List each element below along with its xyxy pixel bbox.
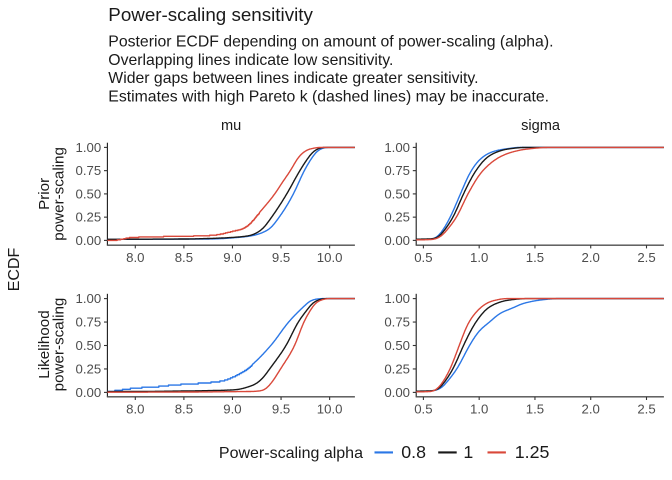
svg-text:2.5: 2.5 bbox=[637, 402, 655, 417]
svg-text:1.00: 1.00 bbox=[76, 140, 102, 155]
svg-text:Posterior ECDF depending on am: Posterior ECDF depending on amount of po… bbox=[108, 34, 553, 51]
svg-text:sigma: sigma bbox=[521, 118, 561, 134]
svg-text:8.0: 8.0 bbox=[126, 402, 144, 417]
svg-text:Prior: Prior bbox=[36, 178, 53, 210]
svg-text:1.00: 1.00 bbox=[76, 291, 102, 306]
svg-text:Overlapping lines indicate low: Overlapping lines indicate low sensitivi… bbox=[108, 52, 393, 69]
svg-text:2.0: 2.0 bbox=[582, 402, 600, 417]
svg-text:0.25: 0.25 bbox=[76, 210, 102, 225]
svg-text:ECDF: ECDF bbox=[6, 248, 23, 292]
svg-text:1.0: 1.0 bbox=[470, 250, 488, 265]
svg-text:0.5: 0.5 bbox=[414, 250, 432, 265]
svg-text:2.0: 2.0 bbox=[582, 250, 600, 265]
svg-text:9.0: 9.0 bbox=[223, 250, 241, 265]
svg-text:0.50: 0.50 bbox=[76, 186, 102, 201]
svg-text:0.00: 0.00 bbox=[76, 385, 102, 400]
svg-text:8.5: 8.5 bbox=[175, 250, 193, 265]
svg-text:0.50: 0.50 bbox=[384, 338, 410, 353]
svg-text:2.5: 2.5 bbox=[637, 250, 655, 265]
svg-text:0.50: 0.50 bbox=[76, 338, 102, 353]
svg-text:1.5: 1.5 bbox=[526, 402, 544, 417]
svg-text:0.00: 0.00 bbox=[384, 233, 410, 248]
svg-text:0.75: 0.75 bbox=[76, 314, 102, 329]
svg-text:0.25: 0.25 bbox=[384, 361, 410, 376]
svg-text:1.5: 1.5 bbox=[526, 250, 544, 265]
svg-text:1.00: 1.00 bbox=[384, 140, 410, 155]
svg-text:9.0: 9.0 bbox=[223, 402, 241, 417]
svg-text:0.8: 0.8 bbox=[401, 442, 426, 462]
svg-text:1.00: 1.00 bbox=[384, 291, 410, 306]
svg-text:Power-scaling sensitivity: Power-scaling sensitivity bbox=[108, 4, 313, 25]
svg-text:0.00: 0.00 bbox=[76, 233, 102, 248]
svg-text:0.75: 0.75 bbox=[76, 163, 102, 178]
svg-text:Wider gaps between lines indic: Wider gaps between lines indicate greate… bbox=[108, 70, 478, 87]
svg-text:8.0: 8.0 bbox=[126, 250, 144, 265]
svg-text:8.5: 8.5 bbox=[175, 402, 193, 417]
svg-text:0.50: 0.50 bbox=[384, 186, 410, 201]
svg-text:power-scaling: power-scaling bbox=[51, 147, 68, 241]
svg-text:10.0: 10.0 bbox=[317, 402, 343, 417]
svg-text:0.25: 0.25 bbox=[76, 361, 102, 376]
svg-text:Power-scaling alpha: Power-scaling alpha bbox=[219, 445, 363, 462]
svg-text:1.0: 1.0 bbox=[470, 402, 488, 417]
svg-text:Likelihood: Likelihood bbox=[36, 310, 53, 378]
svg-text:1.25: 1.25 bbox=[515, 442, 550, 462]
svg-text:Estimates with high Pareto k (: Estimates with high Pareto k (dashed lin… bbox=[108, 88, 549, 105]
svg-text:0.75: 0.75 bbox=[384, 163, 410, 178]
svg-text:power-scaling: power-scaling bbox=[51, 298, 68, 392]
svg-text:0.25: 0.25 bbox=[384, 210, 410, 225]
svg-text:0.75: 0.75 bbox=[384, 314, 410, 329]
svg-text:10.0: 10.0 bbox=[317, 250, 343, 265]
svg-text:mu: mu bbox=[221, 118, 241, 134]
svg-text:0.00: 0.00 bbox=[384, 385, 410, 400]
svg-text:9.5: 9.5 bbox=[272, 402, 290, 417]
svg-text:9.5: 9.5 bbox=[272, 250, 290, 265]
svg-text:0.5: 0.5 bbox=[414, 402, 432, 417]
svg-text:1: 1 bbox=[463, 442, 473, 462]
